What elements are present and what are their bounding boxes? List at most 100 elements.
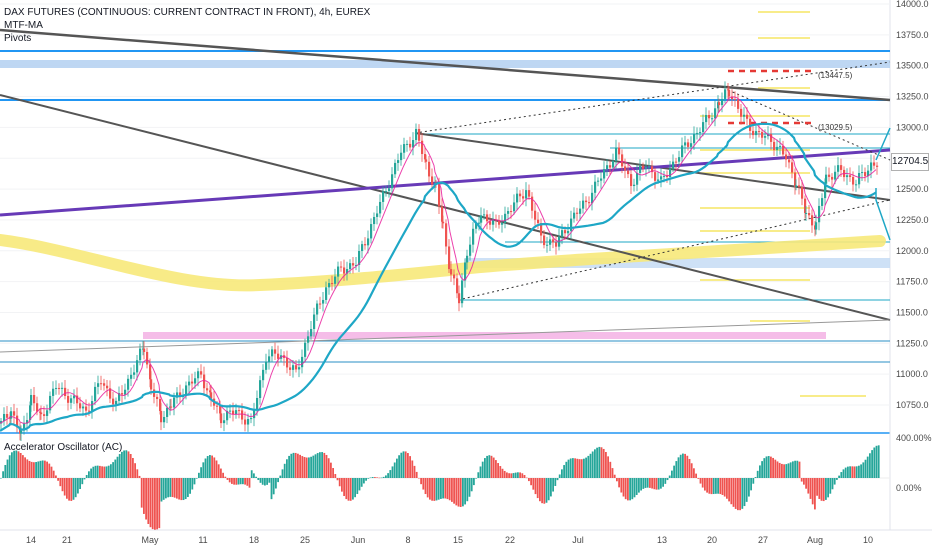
oscillator-bar	[785, 464, 788, 478]
candle-body	[241, 410, 244, 420]
candle-body	[268, 356, 271, 362]
oscillator-bar	[11, 452, 13, 478]
candle-body	[250, 418, 253, 420]
oscillator-bar	[800, 478, 803, 482]
oscillator-bar	[684, 453, 686, 478]
oscillator-bar	[413, 465, 416, 478]
candle-body	[537, 219, 540, 224]
oscillator-bar	[431, 478, 433, 501]
candle-body	[30, 394, 33, 406]
oscillator-bar	[635, 478, 638, 495]
candle-body	[588, 202, 591, 204]
slow-moving-average	[0, 234, 886, 292]
oscillator-bar	[321, 452, 323, 478]
oscillator-bar	[477, 472, 480, 478]
oscillator-bar	[114, 459, 117, 478]
candle-body	[721, 98, 724, 106]
time-tick-label: 10	[863, 535, 873, 545]
candle-body	[450, 269, 453, 275]
oscillator-bar	[22, 455, 24, 478]
oscillator-bar	[686, 455, 689, 478]
oscillator-bar	[761, 461, 763, 478]
oscillator-bar	[578, 459, 581, 478]
oscillator-bar	[545, 478, 548, 503]
candle-body	[633, 184, 636, 187]
candle-body	[824, 183, 827, 199]
oscillator-bar	[116, 456, 119, 478]
candle-body	[388, 188, 391, 192]
oscillator-bar	[275, 478, 277, 489]
oscillator-bar	[629, 478, 631, 501]
candle-body	[61, 387, 64, 389]
oscillator-bar	[191, 478, 194, 490]
oscillator-bar	[2, 471, 4, 478]
oscillator-bar	[380, 477, 383, 479]
candle-body	[232, 410, 235, 415]
candle-body	[70, 398, 73, 403]
indicator-mtf-ma[interactable]: MTF-MA	[4, 20, 43, 31]
oscillator-bar	[363, 478, 365, 484]
oscillator-bar	[288, 455, 290, 478]
oscillator-bar	[688, 458, 691, 478]
oscillator-bar	[165, 478, 167, 499]
oscillator-bar	[622, 478, 625, 497]
candle-body	[412, 140, 415, 148]
oscillator-bar	[631, 478, 634, 500]
oscillator-bar	[459, 478, 462, 507]
oscillator-bar	[105, 466, 108, 478]
candle-body	[678, 157, 681, 162]
oscillator-bar	[149, 478, 152, 528]
oscillator-bar	[182, 478, 185, 501]
candle-body	[373, 216, 376, 225]
candle-body	[173, 397, 176, 408]
oscillator-bar	[55, 475, 57, 478]
price-tick-label: 11500.0	[896, 307, 928, 317]
oscillator-bar	[818, 478, 821, 499]
oscillator-bar	[338, 478, 341, 487]
oscillator-bar	[244, 478, 246, 485]
candle-body	[705, 114, 708, 123]
oscillator-bar	[510, 473, 513, 478]
candle-body	[461, 280, 464, 304]
candle-body	[770, 134, 773, 142]
oscillator-bar	[213, 457, 216, 478]
oscillator-bar	[323, 452, 326, 478]
candle-body	[534, 210, 537, 220]
candle-body	[788, 159, 791, 163]
candle-body	[159, 399, 162, 411]
oscillator-bar	[554, 478, 557, 486]
oscillator-bar	[805, 478, 807, 489]
candle-body	[394, 162, 397, 175]
candle-body	[149, 364, 152, 380]
candle-body	[219, 406, 222, 414]
oscillator-bar	[374, 477, 376, 478]
candle-body	[23, 423, 26, 431]
oscillator-title[interactable]: Accelerator Oscillator (AC)	[4, 442, 123, 453]
candle-body	[791, 162, 794, 173]
oscillator-bar	[145, 478, 147, 520]
candle-body	[346, 269, 349, 274]
oscillator-bar	[37, 461, 40, 478]
oscillator-bar	[602, 448, 605, 478]
candle-body	[118, 393, 121, 401]
candle-body	[13, 411, 16, 416]
oscillator-bar	[125, 450, 128, 478]
candle-body	[561, 230, 564, 237]
indicator-pivots[interactable]: Pivots	[4, 33, 32, 44]
candle-body	[209, 390, 212, 393]
candle-body	[657, 179, 660, 181]
candle-body	[472, 228, 475, 245]
candle-body	[103, 383, 106, 386]
oscillator-bar	[541, 478, 543, 504]
candle-body	[489, 221, 492, 225]
candle-body	[133, 372, 136, 375]
oscillator-bar	[653, 478, 656, 490]
candle-body	[337, 266, 340, 277]
candle-body	[229, 410, 232, 412]
last-price-tag: 12704.5	[891, 153, 929, 171]
oscillator-bar	[347, 478, 350, 501]
oscillator-bar	[129, 454, 132, 478]
candle-body	[197, 371, 200, 379]
chart-title[interactable]: DAX FUTURES (CONTINUOUS: CURRENT CONTRAC…	[4, 7, 371, 18]
